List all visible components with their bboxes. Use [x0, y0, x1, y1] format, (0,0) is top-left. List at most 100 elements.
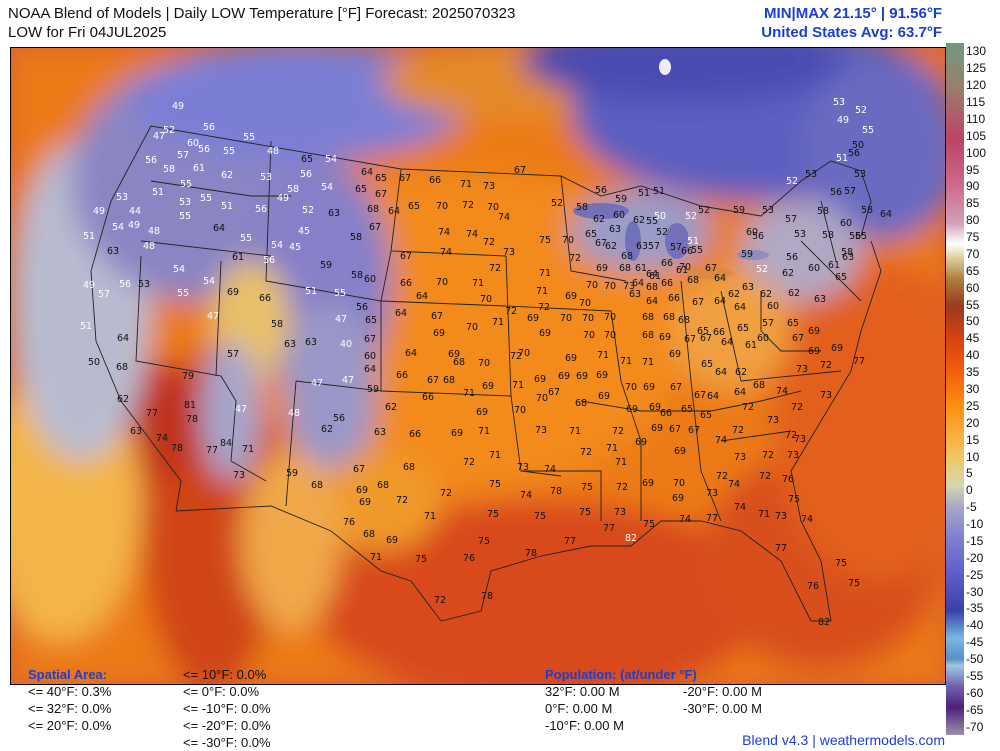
temperature-label: 47: [235, 404, 247, 415]
temperature-label: 69: [596, 370, 608, 381]
temperature-label: 73: [734, 452, 746, 463]
color-scale-label: 0: [966, 483, 973, 498]
temperature-map[interactable]: 49 47 52 56 55 60 56 57 55 48 54 56 58 61 62 53 56 54 51 53…: [10, 47, 946, 685]
temperature-label: 55: [179, 211, 191, 222]
temperature-label: 72: [616, 482, 628, 493]
temperature-label: 64: [721, 337, 733, 348]
temperature-label: 69: [643, 382, 655, 393]
temperature-label: 58: [271, 319, 283, 330]
temperature-label: 72: [434, 595, 446, 606]
temperature-label: 64: [416, 291, 428, 302]
temperature-label: 72: [732, 425, 744, 436]
color-scale-label: 45: [966, 331, 980, 346]
temperature-label: 53: [116, 192, 128, 203]
temperature-label: 66: [396, 370, 408, 381]
temperature-label: 64: [361, 167, 373, 178]
temperature-label: 52: [756, 264, 768, 275]
temperature-label: 69: [356, 485, 368, 496]
temperature-label: 50: [654, 211, 666, 222]
temperature-label: 82: [818, 617, 830, 628]
color-scale-label: 75: [966, 230, 980, 245]
temperature-label: 52: [302, 205, 314, 216]
temperature-label: 68: [619, 263, 631, 274]
temperature-label: 69: [598, 391, 610, 402]
temperature-label: 65: [301, 154, 313, 165]
temperature-label: 72: [510, 351, 522, 362]
temperature-label: 52: [685, 211, 697, 222]
temperature-label: 65: [737, 323, 749, 334]
temperature-label: 68: [642, 330, 654, 341]
temperature-label: 53: [138, 279, 150, 290]
temperature-label: 70: [579, 298, 591, 309]
temperature-label: 78: [525, 548, 537, 559]
temperature-label: 77: [603, 523, 615, 534]
temperature-label: 67: [700, 333, 712, 344]
temperature-label: 65: [585, 229, 597, 240]
lake-huron: [665, 223, 689, 259]
temperature-label: 68: [116, 362, 128, 373]
temperature-label: 68: [642, 312, 654, 323]
temperature-label: 58: [817, 206, 829, 217]
temperature-label: 71: [370, 552, 382, 563]
temperature-label: 70: [679, 262, 691, 273]
temperature-label: 69: [451, 428, 463, 439]
temperature-label: 58: [841, 247, 853, 258]
temperature-label: 62: [385, 402, 397, 413]
temperature-label: 71: [606, 443, 618, 454]
footer-credit[interactable]: Blend v4.3 | weathermodels.com: [742, 732, 945, 748]
temperature-label: 74: [440, 247, 452, 258]
temperature-label: 47: [342, 375, 354, 386]
temperature-label: 68: [646, 282, 658, 293]
temperature-label: 71: [492, 317, 504, 328]
color-scale-label: 35: [966, 365, 980, 380]
temperature-label: 64: [707, 391, 719, 402]
temperature-label: 64: [715, 367, 727, 378]
temperature-label: 55: [646, 216, 658, 227]
temperature-label: 68: [403, 462, 415, 473]
temperature-label: 55: [180, 179, 192, 190]
temperature-label: 52: [551, 198, 563, 209]
population-stat: -10°F: 0.00 M: [545, 718, 624, 733]
color-scale-label: -40: [966, 618, 984, 633]
temperature-label: 54: [271, 240, 283, 251]
temperature-label: 52: [786, 176, 798, 187]
temperature-label: 73: [233, 470, 245, 481]
temperature-label: 60: [364, 351, 376, 362]
color-scale-label: -45: [966, 635, 984, 650]
temperature-label: 69: [808, 346, 820, 357]
color-scale-label: 95: [966, 162, 980, 177]
color-scale-label: 105: [966, 128, 987, 143]
temperature-label: 60: [757, 333, 769, 344]
temperature-label: 67: [792, 333, 804, 344]
temperature-label: 67: [369, 222, 381, 233]
temperature-label: 63: [629, 289, 641, 300]
temperature-label: 74: [776, 386, 788, 397]
temperature-label: 64: [405, 348, 417, 359]
temperature-label: 58: [861, 205, 873, 216]
temperature-label: 55: [200, 193, 212, 204]
temperature-label: 70: [582, 313, 594, 324]
header-left: NOAA Blend of Models | Daily LOW Tempera…: [8, 4, 515, 42]
temperature-label: 63: [609, 224, 621, 235]
temperature-label: 76: [807, 581, 819, 592]
temperature-label: 63: [374, 427, 386, 438]
color-scale-label: 15: [966, 432, 980, 447]
temperature-label: 72: [820, 360, 832, 371]
color-scale-label: -70: [966, 719, 984, 734]
spatial-area-col2: <= 10°F: 0.0% <= 0°F: 0.0% <= -10°F: 0.0…: [183, 666, 271, 751]
color-scale-label: 100: [966, 145, 987, 160]
temperature-label: 72: [791, 402, 803, 413]
temperature-label: 77: [564, 536, 576, 547]
us-average-readout: United States Avg: 63.7°F: [761, 24, 942, 41]
temperature-label: 56: [830, 187, 842, 198]
temperature-label: 44: [129, 206, 141, 217]
temperature-label: 69: [565, 353, 577, 364]
temperature-label: 72: [538, 302, 550, 313]
temperature-label: 73: [767, 415, 779, 426]
temperature-label: 69: [642, 478, 654, 489]
temperature-label: 70: [478, 358, 490, 369]
temperature-label: 57: [177, 150, 189, 161]
temperature-label: 63: [305, 337, 317, 348]
temperature-label: 70: [604, 312, 616, 323]
temperature-label: 52: [163, 125, 175, 136]
